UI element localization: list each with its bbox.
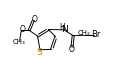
Text: CH₃: CH₃	[13, 40, 26, 45]
Text: O: O	[20, 25, 25, 34]
Text: O: O	[68, 45, 74, 54]
Text: O: O	[32, 15, 38, 24]
Text: CH₂: CH₂	[78, 30, 90, 36]
Text: H: H	[60, 23, 65, 32]
Text: N: N	[61, 25, 68, 34]
Text: Br: Br	[91, 30, 100, 39]
Text: S: S	[37, 48, 42, 57]
